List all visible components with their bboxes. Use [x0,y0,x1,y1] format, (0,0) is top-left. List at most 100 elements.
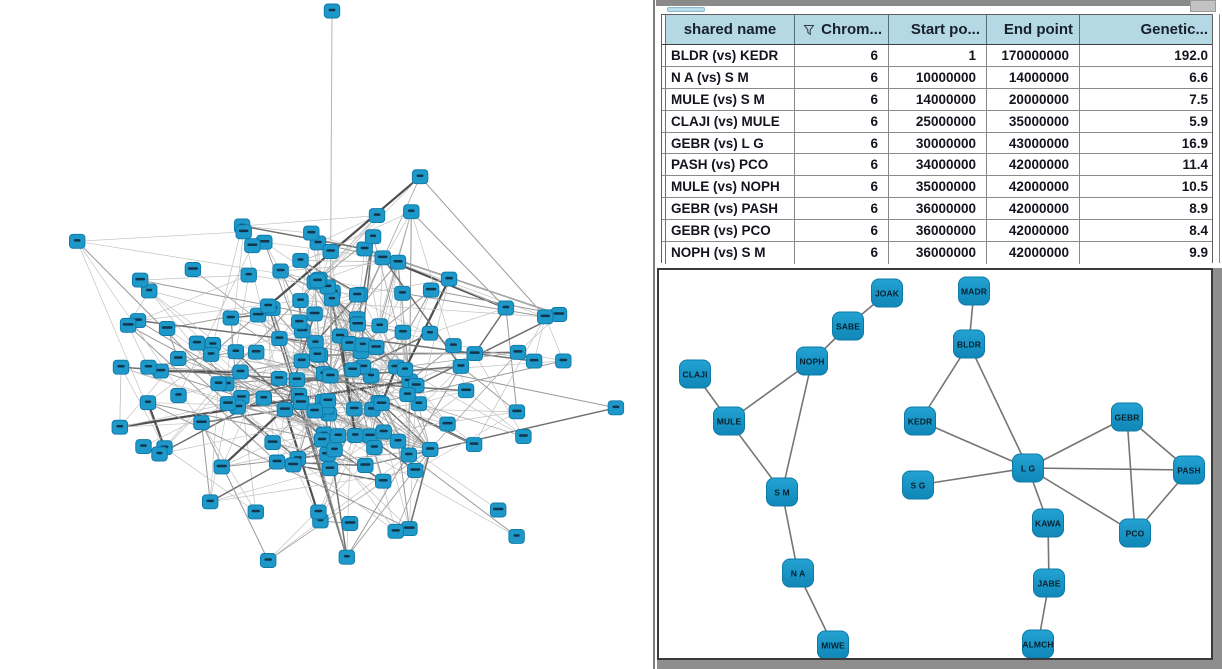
graph-node-pco[interactable]: PCO [1119,518,1151,548]
network-node[interactable] [268,454,286,470]
network-node[interactable] [338,549,355,565]
network-node[interactable] [260,553,277,568]
network-node[interactable] [357,458,374,473]
graph-node-bldr[interactable]: BLDR [953,329,985,359]
network-node[interactable] [394,324,412,340]
graph-node-pash[interactable]: PASH [1173,455,1205,485]
cell-genetic[interactable]: 5.9 [1189,113,1208,129]
cell-chrom[interactable]: 6 [795,66,889,88]
network-node[interactable] [364,229,382,245]
network-node[interactable] [508,528,525,544]
network-node[interactable] [607,400,625,416]
network-node[interactable] [354,337,371,353]
network-node[interactable] [375,424,392,440]
network-node[interactable] [292,252,309,268]
cell-start-po[interactable]: 10000000 [889,66,987,88]
graph-node-madr[interactable]: MADR [958,276,990,306]
cell-start-po[interactable]: 14000000 [889,88,987,110]
column-header-end-point[interactable]: End point [987,15,1080,44]
cell-end-point[interactable]: 42000000 [987,220,1080,242]
column-header-start-po[interactable]: Start po... [889,15,987,44]
network-node[interactable] [394,285,411,301]
network-node[interactable] [235,224,252,240]
table-row[interactable]: GEBR (vs) PCO 6 36000000 42000000 8.4 [662,220,1212,243]
graph-node-claji[interactable]: CLAJI [679,359,711,389]
network-node[interactable] [347,428,364,443]
network-node[interactable] [399,387,416,403]
network-node[interactable] [260,298,277,314]
network-node[interactable] [272,263,289,279]
cell-start-po[interactable]: 34000000 [889,154,987,176]
cell-end-point[interactable]: 42000000 [987,176,1080,198]
network-node[interactable] [292,293,309,309]
network-node[interactable] [400,447,417,463]
cell-end-point[interactable]: 42000000 [987,154,1080,176]
network-node[interactable] [356,241,373,257]
network-node[interactable] [248,344,265,360]
network-node[interactable] [537,309,554,325]
cell-end-point[interactable]: 42000000 [987,242,1080,264]
network-node[interactable] [184,262,202,277]
graph-node-miwe[interactable]: MIWE [817,630,849,658]
cell-chrom[interactable]: 6 [795,176,889,198]
network-node[interactable] [368,339,385,355]
cell-shared-name[interactable]: MULE (vs) NOPH [666,176,795,198]
cell-shared-name[interactable]: BLDR (vs) KEDR [666,45,795,66]
network-node[interactable] [322,244,339,259]
network-node[interactable] [270,370,288,386]
graph-node-gebr[interactable]: GEBR [1111,402,1143,432]
column-header-shared-name[interactable]: shared name [666,15,795,44]
network-node[interactable] [368,208,386,224]
network-node[interactable] [140,359,157,375]
network-node[interactable] [374,250,391,266]
network-node[interactable] [285,457,302,473]
network-node[interactable] [188,335,206,351]
network-node[interactable] [291,314,308,330]
network-node[interactable] [306,403,323,419]
network-node[interactable] [244,238,261,254]
cell-end-point[interactable]: 14000000 [987,66,1080,88]
network-node[interactable] [341,336,358,351]
network-node[interactable] [319,393,337,409]
graph-node-kedr[interactable]: KEDR [904,406,936,436]
cell-end-point[interactable]: 35000000 [987,110,1080,132]
network-node[interactable] [139,395,157,411]
column-header-chrom[interactable]: Chrom... [795,15,889,44]
column-header-genetic[interactable]: Genetic... [1080,15,1214,44]
network-node[interactable] [119,317,137,333]
cell-genetic[interactable]: 8.4 [1189,223,1208,239]
cell-start-po[interactable]: 36000000 [889,198,987,220]
network-node[interactable] [375,473,392,489]
graph-node-l-g[interactable]: L G [1012,453,1044,483]
cell-shared-name[interactable]: NOPH (vs) S M [666,242,795,264]
cell-end-point[interactable]: 170000000 [987,45,1080,66]
cell-genetic[interactable]: 8.9 [1189,201,1208,217]
cell-chrom[interactable]: 6 [795,88,889,110]
network-node[interactable] [422,282,440,298]
cell-start-po[interactable]: 35000000 [889,176,987,198]
network-node[interactable] [466,346,483,362]
cell-genetic[interactable]: 6.6 [1189,69,1208,85]
cell-genetic[interactable]: 10.5 [1181,179,1208,195]
network-node[interactable] [389,433,407,449]
small-network-panel[interactable]: JOAK MADR SABE NOPH CLAJI MULE BLDR KEDR GEBR L G… [657,268,1213,660]
network-node[interactable] [387,523,404,539]
graph-node-s-g[interactable]: S G [902,470,934,500]
network-node[interactable] [401,521,418,537]
network-node[interactable] [170,388,187,403]
network-node[interactable] [193,415,210,431]
cell-genetic[interactable]: 192.0 [1174,47,1208,63]
cell-start-po[interactable]: 1 [889,45,987,66]
graph-node-sabe[interactable]: SABE [832,311,864,341]
network-node[interactable] [288,372,306,388]
network-node[interactable] [111,419,129,435]
table-row[interactable]: GEBR (vs) L G 6 30000000 43000000 16.9 [662,132,1212,155]
table-row[interactable]: BLDR (vs) KEDR 6 1 170000000 192.0 [662,45,1212,67]
cell-shared-name[interactable]: N A (vs) S M [666,66,795,88]
cell-shared-name[interactable]: CLAJI (vs) MULE [666,110,795,132]
network-node[interactable] [321,461,339,477]
network-node[interactable] [202,346,220,362]
network-node[interactable] [310,504,327,520]
cell-chrom[interactable]: 6 [795,132,889,154]
cell-genetic[interactable]: 16.9 [1181,135,1208,151]
